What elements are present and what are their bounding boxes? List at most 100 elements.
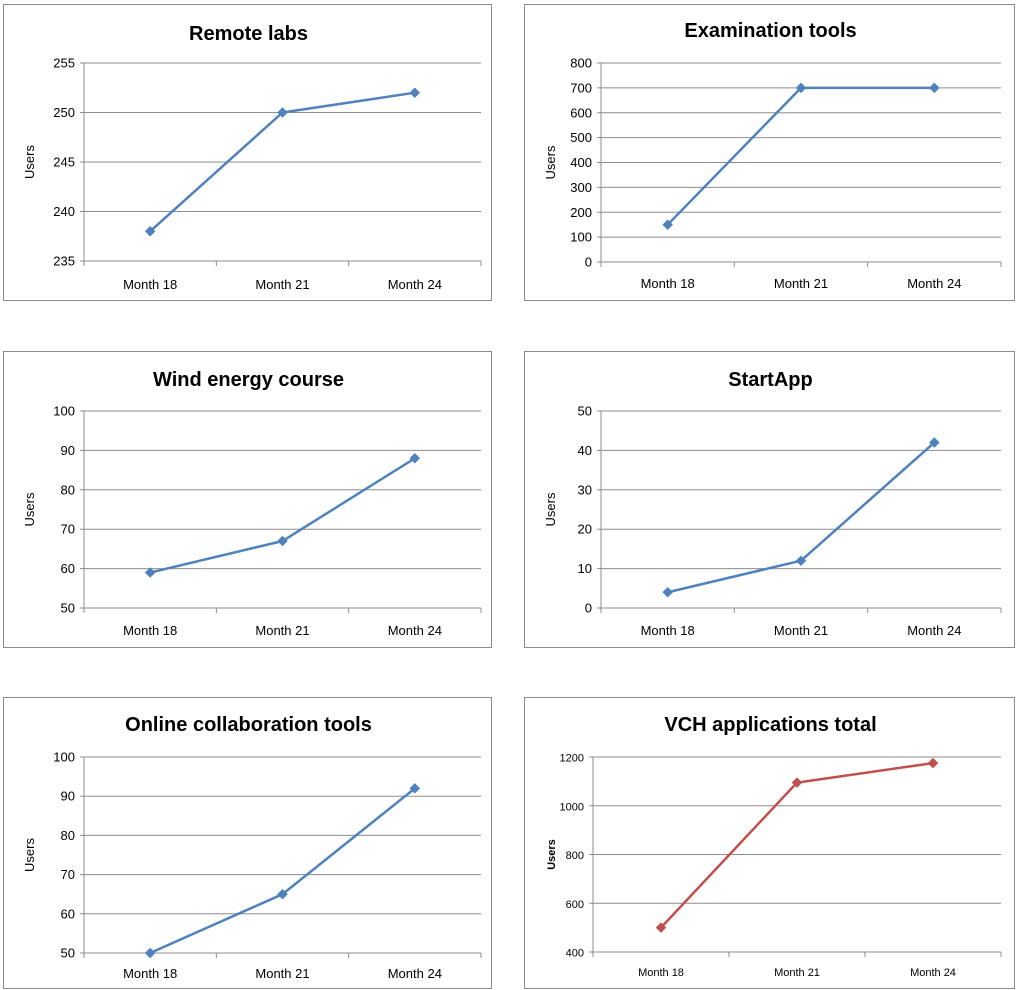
y-tick-label: 600: [570, 105, 592, 120]
data-point-month-24: [409, 87, 421, 99]
y-tick-label: 10: [578, 561, 592, 576]
x-tick-label-month-24: Month 24: [907, 276, 961, 291]
x-tick-label-month-24: Month 24: [388, 623, 442, 638]
y-tick-label: 800: [570, 56, 592, 71]
series-line: [149, 457, 416, 574]
y-tick-label: 90: [61, 789, 75, 804]
y-tick-label: 245: [53, 155, 75, 170]
y-axis-label: Users: [22, 492, 37, 526]
y-tick-label: 1000: [560, 801, 584, 813]
chart-title: Wind energy course: [153, 369, 344, 391]
y-tick-label: 250: [53, 105, 75, 120]
chart-svg: StartApp 0 10 20 30 40 50 Month 18 Month 21 Month…: [543, 369, 1002, 638]
y-tick-label: 70: [61, 522, 75, 537]
y-tick-label: 60: [61, 906, 75, 921]
chart-remote-labs: Remote labs 235 240 245 250 255 Month 18 Month …: [3, 4, 492, 301]
y-tick-label: 400: [570, 155, 592, 170]
chart-svg: Online collaboration tools 50 60 70 80 90 100 M…: [22, 714, 482, 981]
data-point-month-21: [795, 555, 807, 567]
x-tick-label-month-24: Month 24: [907, 623, 961, 638]
y-tick-label: 0: [585, 601, 592, 616]
x-tick-label-month-21: Month 21: [255, 623, 309, 638]
y-tick-label: 80: [61, 482, 75, 497]
data-point-month-24: [928, 437, 940, 448]
y-axis-label: Users: [22, 145, 37, 179]
y-axis-label: Users: [543, 145, 558, 179]
data-point-month-18: [655, 922, 667, 933]
chart-svg: VCH applications total 400 600 800 1000 1200 M…: [546, 714, 1002, 979]
data-point-month-21: [277, 535, 288, 547]
chart-title: VCH applications total: [664, 714, 876, 736]
data-point-month-21: [791, 777, 803, 788]
y-tick-label: 30: [578, 482, 592, 497]
x-tick-label-month-21: Month 21: [255, 277, 309, 292]
data-point-month-18: [144, 567, 156, 578]
y-tick-label: 200: [570, 205, 592, 220]
chart-svg: Examination tools 0 100 200 300 400 500 600 700 8…: [543, 20, 1002, 291]
x-tick-label-month-21: Month 21: [774, 967, 820, 979]
series-line: [667, 441, 936, 594]
data-point-month-24: [409, 452, 421, 464]
data-point-month-24: [928, 82, 940, 94]
chart-vch-applications-total: VCH applications total 400 600 800 1000 1200 M…: [524, 697, 1015, 989]
chart-title: Examination tools: [684, 20, 856, 42]
y-tick-label: 50: [61, 601, 75, 616]
data-point-month-21: [277, 107, 288, 118]
y-tick-label: 100: [570, 230, 592, 245]
data-point-month-18: [662, 586, 674, 598]
y-tick-label: 600: [566, 899, 584, 911]
y-tick-label: 50: [61, 946, 75, 961]
y-tick-label: 60: [61, 561, 75, 576]
x-tick-label-month-18: Month 18: [123, 966, 177, 981]
y-tick-label: 70: [61, 867, 75, 882]
chart-title: Remote labs: [189, 23, 308, 45]
chart-startapp: StartApp 0 10 20 30 40 50 Month 18 Month 21 Month…: [524, 351, 1015, 648]
x-tick-label-month-18: Month 18: [123, 277, 177, 292]
data-point-month-18: [144, 947, 156, 959]
x-tick-label-month-24: Month 24: [388, 277, 442, 292]
x-tick-label-month-21: Month 21: [774, 276, 828, 291]
y-tick-label: 800: [566, 850, 584, 862]
chart-title: Online collaboration tools: [125, 714, 372, 736]
chart-svg: Remote labs 235 240 245 250 255 Month 18 Month …: [22, 23, 482, 292]
y-tick-label: 0: [585, 255, 592, 270]
series-line: [149, 787, 416, 955]
y-tick-label: 500: [570, 130, 592, 145]
y-tick-label: 300: [570, 180, 592, 195]
x-tick-label-month-21: Month 21: [255, 966, 309, 981]
y-tick-label: 240: [53, 204, 75, 219]
x-tick-label-month-18: Month 18: [641, 276, 695, 291]
y-tick-label: 80: [61, 828, 75, 843]
y-tick-label: 100: [53, 750, 75, 765]
y-tick-label: 1200: [560, 753, 584, 765]
y-tick-label: 50: [578, 404, 592, 419]
y-tick-label: 255: [53, 56, 75, 71]
x-tick-label-month-24: Month 24: [910, 967, 956, 979]
y-tick-label: 700: [570, 80, 592, 95]
chart-online-collaboration-tools: Online collaboration tools 50 60 70 80 90 100 M…: [3, 697, 492, 989]
chart-examination-tools: Examination tools 0 100 200 300 400 500 600 700 8…: [524, 4, 1015, 301]
data-point-month-21: [277, 888, 288, 900]
x-tick-label-month-18: Month 18: [123, 623, 177, 638]
x-tick-label-month-18: Month 18: [638, 967, 684, 979]
chart-svg: Wind energy course 50 60 70 80 90 100 Month 18 M…: [22, 369, 482, 638]
data-point-month-18: [144, 225, 156, 237]
data-point-month-24: [927, 757, 939, 769]
x-tick-label-month-21: Month 21: [774, 623, 828, 638]
y-tick-label: 235: [53, 254, 75, 269]
chart-title: StartApp: [728, 369, 812, 391]
y-tick-label: 100: [53, 404, 75, 419]
x-tick-label-month-24: Month 24: [388, 966, 442, 981]
data-point-month-24: [409, 783, 421, 794]
y-tick-label: 90: [61, 443, 75, 458]
y-tick-label: 40: [578, 443, 592, 458]
y-axis-label: Users: [546, 839, 558, 870]
data-point-month-21: [795, 82, 807, 94]
chart-wind-energy-course: Wind energy course 50 60 70 80 90 100 Month 18 M…: [3, 351, 492, 648]
y-axis-label: Users: [22, 838, 37, 872]
x-tick-label-month-18: Month 18: [641, 623, 695, 638]
series-line: [666, 86, 935, 226]
y-tick-label: 400: [566, 948, 584, 960]
y-axis-label: Users: [543, 492, 558, 526]
y-tick-label: 20: [578, 522, 592, 537]
